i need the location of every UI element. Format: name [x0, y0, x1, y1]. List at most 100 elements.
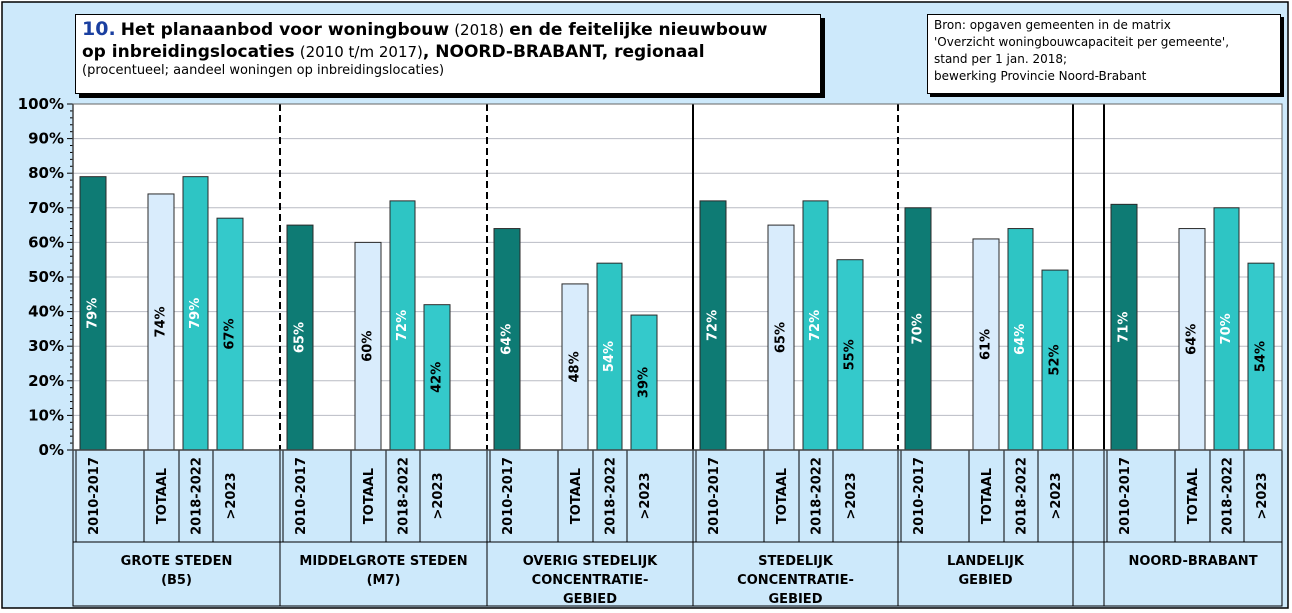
x-tick-label: 2010-2017 [707, 457, 722, 535]
bar [972, 238, 1000, 451]
x-tick-label: TOTAAL [980, 468, 995, 524]
bar-group: 71% 2010-2017 64% TOTAAL 70% 2018-2022 54% >202… [1106, 203, 1275, 569]
bar-value-label: 39% [637, 367, 652, 398]
bar-value-label: 72% [395, 310, 410, 341]
x-tick-label: >2023 [224, 472, 239, 519]
group-label: GEBIED [769, 592, 823, 607]
y-tick-label: 30% [28, 337, 64, 355]
x-tick-label: >2023 [638, 472, 653, 519]
group-label: GEBIED [563, 592, 617, 607]
spacer-box [1072, 449, 1105, 607]
x-tick-label: 2010-2017 [1118, 457, 1133, 535]
bar [354, 241, 382, 451]
y-tick-label: 40% [28, 303, 64, 321]
y-tick-label: 70% [28, 199, 64, 217]
bar-value-label: 72% [706, 310, 721, 341]
group-box [72, 449, 281, 607]
x-tick-label: 2018-2022 [1015, 457, 1030, 535]
bar-value-label: 70% [1219, 313, 1234, 344]
x-tick-label: >2023 [1049, 472, 1064, 519]
x-tick-label: TOTAAL [569, 468, 584, 524]
group-label: CONCENTRATIE- [737, 573, 854, 588]
bar [1041, 269, 1069, 451]
x-tick-label: 2010-2017 [912, 457, 927, 535]
bar-group: 79% 2010-2017 74% TOTAAL 79% 2018-2022 67% >202… [75, 176, 244, 588]
x-tick-label: >2023 [844, 472, 859, 519]
group-label: LANDELIJK [947, 554, 1025, 569]
x-tick-label: 2010-2017 [87, 457, 102, 535]
title-part-2: (2018) [454, 21, 505, 39]
bar-value-label: 52% [1048, 344, 1063, 375]
bar [802, 200, 829, 451]
bar [286, 224, 314, 451]
x-tick-label: TOTAAL [362, 468, 377, 524]
y-tick-label: 10% [28, 406, 64, 424]
bar-value-label: 79% [86, 298, 101, 329]
bar [147, 193, 175, 451]
bar-value-label: 64% [1185, 324, 1200, 355]
group-label: NOORD-BRABANT [1128, 554, 1257, 569]
group-label: GROTE STEDEN [121, 554, 233, 569]
source-line-2: 'Overzicht woningbouwcapaciteit per geme… [934, 35, 1230, 49]
bar [699, 200, 727, 451]
bar-value-label: 65% [774, 322, 789, 353]
bar-value-label: 64% [1013, 324, 1028, 355]
title-part-4: op inbreidingslocaties [82, 42, 295, 62]
bar-value-label: 71% [1117, 312, 1132, 343]
bar-value-label: 79% [188, 298, 203, 329]
group-box [1103, 449, 1283, 607]
bar-value-label: 70% [911, 313, 926, 344]
y-tick-label: 100% [18, 95, 64, 113]
bar-value-label: 74% [154, 306, 169, 337]
title-part-5: (2010 t/m 2017) [299, 43, 423, 61]
bar [1007, 228, 1034, 451]
source-note: Bron: opgaven gemeenten in de matrix 'Ov… [927, 14, 1281, 94]
group-label: STEDELIJK [758, 554, 834, 569]
bar-value-label: 55% [843, 339, 858, 370]
group-label: CONCENTRATIE- [532, 573, 649, 588]
plot-border [72, 103, 1283, 451]
group-box [486, 449, 694, 607]
source-line-4: bewerking Provincie Noord-Brabant [934, 69, 1147, 83]
x-tick-label: 2018-2022 [1221, 457, 1236, 535]
bar-value-label: 54% [602, 341, 617, 372]
x-tick-label: 2018-2022 [397, 457, 412, 535]
group-label: OVERIG STEDELIJK [523, 554, 658, 569]
group-label: GEBIED [959, 573, 1013, 588]
bar-value-label: 64% [500, 324, 515, 355]
bar-value-label: 61% [979, 329, 994, 360]
x-tick-label: >2023 [431, 472, 446, 519]
x-tick-label: TOTAAL [775, 468, 790, 524]
source-line-3: stand per 1 jan. 2018; [934, 52, 1068, 66]
bar [79, 176, 107, 451]
x-tick-label: 2018-2022 [604, 457, 619, 535]
bar [423, 304, 451, 451]
group-label: (M7) [367, 573, 401, 588]
title-part-6: , NOORD-BRABANT, regionaal [422, 42, 705, 62]
bar-value-label: 54% [1254, 341, 1269, 372]
bar [1247, 262, 1275, 451]
x-tick-label: TOTAAL [155, 468, 170, 524]
bar [216, 217, 244, 451]
x-tick-label: >2023 [1255, 472, 1270, 519]
chart-title: 10. Het planaanbod voor woningbouw (2018… [75, 14, 821, 94]
y-tick-label: 0% [39, 441, 64, 459]
bar [493, 228, 521, 451]
x-tick-label: 2018-2022 [190, 457, 205, 535]
bar-value-label: 48% [568, 351, 583, 382]
chart-subtitle: (procentueel; aandeel woningen op inbrei… [82, 63, 445, 78]
group-label: (B5) [161, 573, 192, 588]
bar [1213, 207, 1240, 451]
y-tick-label: 60% [28, 233, 64, 251]
bar [561, 283, 589, 451]
group-box [897, 449, 1074, 607]
y-tick-label: 20% [28, 372, 64, 390]
bar [767, 224, 795, 451]
x-tick-label: 2010-2017 [294, 457, 309, 535]
y-tick-label: 50% [28, 268, 64, 286]
title-part-1: Het planaanbod voor woningbouw [120, 20, 450, 40]
x-tick-label: 2010-2017 [501, 457, 516, 535]
x-tick-label: 2018-2022 [810, 457, 825, 535]
bar-value-label: 65% [293, 322, 308, 353]
